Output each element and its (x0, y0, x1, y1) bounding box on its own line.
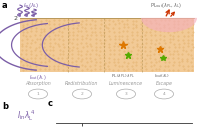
Text: 2: 2 (81, 92, 83, 96)
Text: a: a (2, 1, 8, 10)
Text: Escape: Escape (156, 81, 172, 86)
Text: ${\rm PL}(\lambda_{\rm PL})\;\lambda_{\rm PL}$: ${\rm PL}(\lambda_{\rm PL})\;\lambda_{\r… (111, 73, 135, 80)
Bar (20, 18, 194, 72)
Text: $I_{\rm out}(\lambda_{\rm L})$: $I_{\rm out}(\lambda_{\rm L})$ (29, 73, 47, 82)
Text: Absorption: Absorption (25, 81, 51, 86)
Text: $I_{\rm in}(\lambda_{\rm L})$: $I_{\rm in}(\lambda_{\rm L})$ (23, 1, 39, 10)
Wedge shape (141, 18, 197, 32)
Text: Luminescence: Luminescence (109, 81, 143, 86)
Text: 4: 4 (163, 92, 165, 96)
Text: ${\rm PL}_{\rm out}(\lambda_{\rm PL},\lambda_{\rm L})$: ${\rm PL}_{\rm out}(\lambda_{\rm PL},\la… (150, 1, 182, 10)
Text: b: b (2, 102, 8, 111)
Text: 1: 1 (37, 92, 39, 96)
Text: Redistribution: Redistribution (65, 81, 99, 86)
Text: $I_{\rm out}(\lambda_{\rm L})$: $I_{\rm out}(\lambda_{\rm L})$ (154, 73, 170, 80)
Text: $I_{\rm in}\lambda_{\rm L}^{\,4}$: $I_{\rm in}\lambda_{\rm L}^{\,4}$ (17, 109, 35, 123)
Text: 2: 2 (13, 16, 17, 21)
Text: 3: 3 (125, 92, 127, 96)
Text: c: c (48, 99, 53, 108)
